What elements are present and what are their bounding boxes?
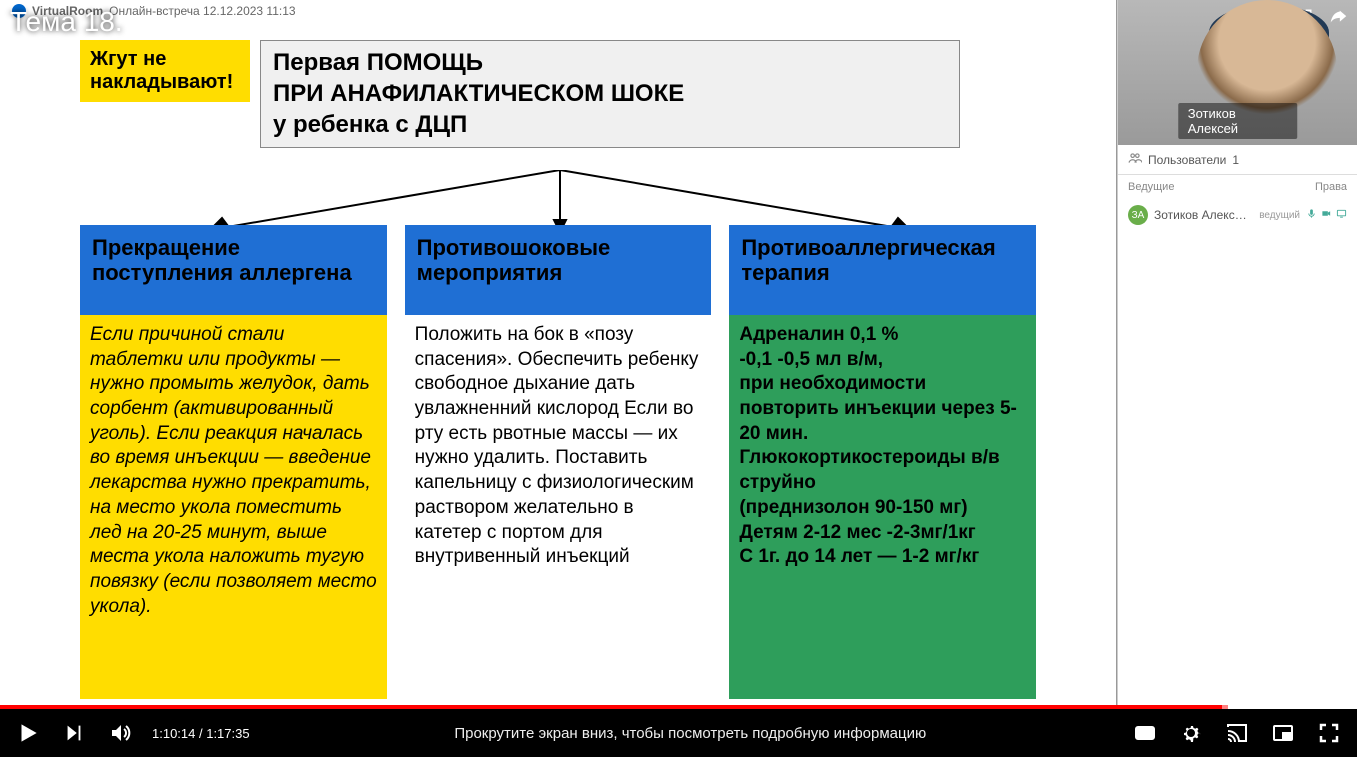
- column-2: Противошоковые мероприятия Положить на б…: [405, 225, 712, 699]
- slide-content: Жгут не накладывают! Первая ПОМОЩЬ ПРИ А…: [20, 30, 1096, 699]
- column-1-body: Если причиной стали таблетки или продукт…: [80, 315, 387, 699]
- player-controls: 1:10:14 / 1:17:35 Прокрутите экран вниз,…: [0, 709, 1357, 757]
- columns: Прекращение поступления аллергена Если п…: [80, 225, 1036, 699]
- host-permission-icons: [1306, 208, 1347, 222]
- video-area: VirtualRoom Онлайн-встреча 12.12.2023 11…: [0, 0, 1357, 709]
- time-display: 1:10:14 / 1:17:35: [152, 726, 250, 741]
- next-button[interactable]: [60, 719, 88, 747]
- time-current: 1:10:14: [152, 726, 195, 741]
- column-2-header: Противошоковые мероприятия: [405, 225, 712, 315]
- users-count: 1: [1232, 153, 1239, 167]
- warning-line1: Жгут не: [90, 48, 240, 71]
- play-button[interactable]: [14, 719, 42, 747]
- hosts-header-row: Ведущие Права: [1118, 175, 1357, 199]
- title-line2: ПРИ АНАФИЛАКТИЧЕСКОМ ШОКЕ: [273, 78, 947, 109]
- slide-pane: VirtualRoom Онлайн-встреча 12.12.2023 11…: [0, 0, 1117, 709]
- host-role: ведущий: [1259, 210, 1300, 221]
- users-header[interactable]: Пользователи 1: [1118, 145, 1357, 175]
- volume-button[interactable]: [106, 719, 134, 747]
- host-name: Зотиков Алексей Георги...: [1154, 208, 1253, 222]
- slide-inner: VirtualRoom Онлайн-встреча 12.12.2023 11…: [0, 0, 1116, 709]
- title-line1: Первая ПОМОЩЬ: [273, 47, 947, 78]
- conference-side-panel: Зотиков Алексей Пользователи 1 Ведущие П…: [1117, 0, 1357, 709]
- column-1-header: Прекращение поступления аллергена: [80, 225, 387, 315]
- rights-label: Права: [1315, 181, 1347, 193]
- host-item[interactable]: ЗА Зотиков Алексей Георги... ведущий: [1118, 199, 1357, 231]
- time-total: 1:17:35: [206, 726, 249, 741]
- title-line3: у ребенка с ДЦП: [273, 109, 947, 140]
- column-2-body: Положить на бок в «позу спасения». Обесп…: [405, 315, 712, 699]
- webcam-name-label: Зотиков Алексей: [1178, 103, 1298, 139]
- camera-icon[interactable]: [1321, 208, 1332, 222]
- captions-button[interactable]: CC: [1131, 719, 1159, 747]
- mic-icon[interactable]: [1306, 208, 1317, 222]
- settings-button[interactable]: [1177, 719, 1205, 747]
- host-avatar: ЗА: [1128, 205, 1148, 225]
- column-3-body: Адреналин 0,1 % -0,1 -0,5 мл в/м, при не…: [729, 315, 1036, 699]
- fullscreen-button[interactable]: [1315, 719, 1343, 747]
- users-icon: [1128, 151, 1142, 168]
- webcam-tile[interactable]: Зотиков Алексей: [1118, 0, 1357, 145]
- column-1: Прекращение поступления аллергена Если п…: [80, 225, 387, 699]
- users-label: Пользователи: [1148, 153, 1226, 167]
- video-overlay-title: Тема 18.: [10, 6, 123, 38]
- column-3-header: Противоаллергическая терапия: [729, 225, 1036, 315]
- hosts-label: Ведущие: [1128, 181, 1174, 193]
- share-arrow-icon[interactable]: [1325, 4, 1351, 30]
- svg-text:CC: CC: [1139, 729, 1151, 738]
- warning-line2: накладывают!: [90, 71, 240, 94]
- scroll-hint: Прокрутите экран вниз, чтобы посмотреть …: [268, 725, 1113, 742]
- screen-icon[interactable]: [1336, 208, 1347, 222]
- time-sep: /: [195, 726, 206, 741]
- meeting-title: Онлайн-встреча 12.12.2023 11:13: [109, 4, 295, 18]
- column-3: Противоаллергическая терапия Адреналин 0…: [729, 225, 1036, 699]
- warning-box: Жгут не накладывают!: [80, 40, 250, 102]
- miniplayer-button[interactable]: [1269, 719, 1297, 747]
- slide-title-box: Первая ПОМОЩЬ ПРИ АНАФИЛАКТИЧЕСКОМ ШОКЕ …: [260, 40, 960, 148]
- right-controls: CC: [1131, 719, 1343, 747]
- cast-button[interactable]: [1223, 719, 1251, 747]
